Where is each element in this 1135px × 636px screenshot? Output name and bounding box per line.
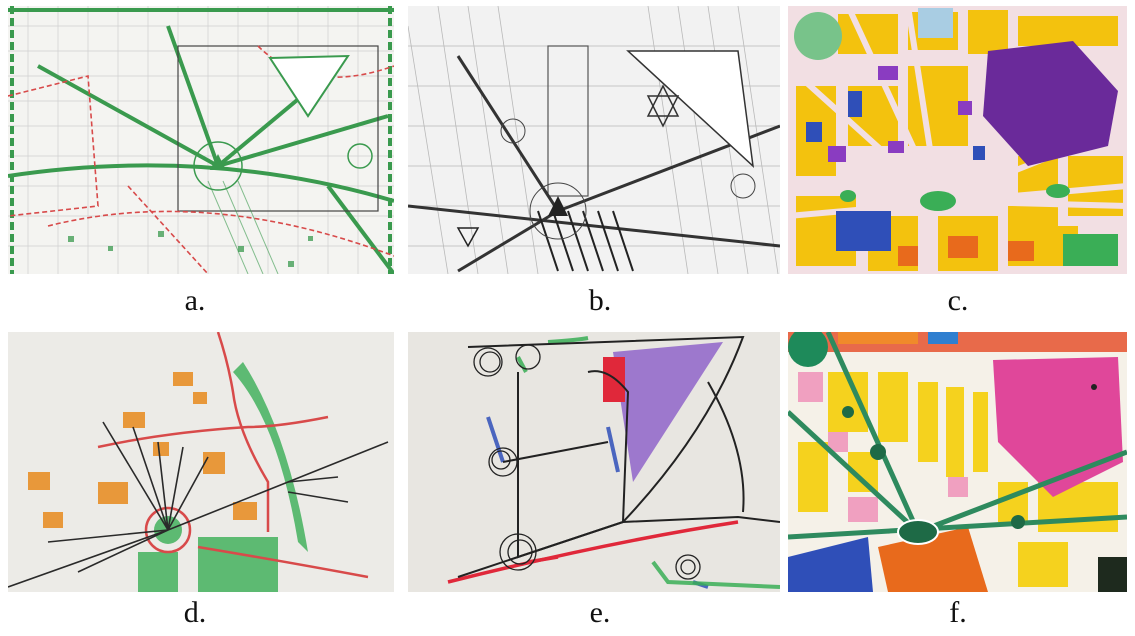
caption-f: f.: [949, 596, 967, 629]
caption-b: b.: [588, 284, 612, 317]
caption-e: e.: [589, 596, 611, 629]
panel-a-image: [8, 6, 394, 274]
panel-e-image: [408, 332, 780, 592]
caption-c: c.: [947, 284, 969, 317]
panel-b-image: [408, 6, 780, 274]
panel-f-image: [788, 332, 1127, 592]
panel-d-image: [8, 332, 394, 592]
panel-c-image: [788, 6, 1127, 274]
caption-a: a.: [184, 284, 206, 317]
caption-d: d.: [183, 596, 207, 629]
